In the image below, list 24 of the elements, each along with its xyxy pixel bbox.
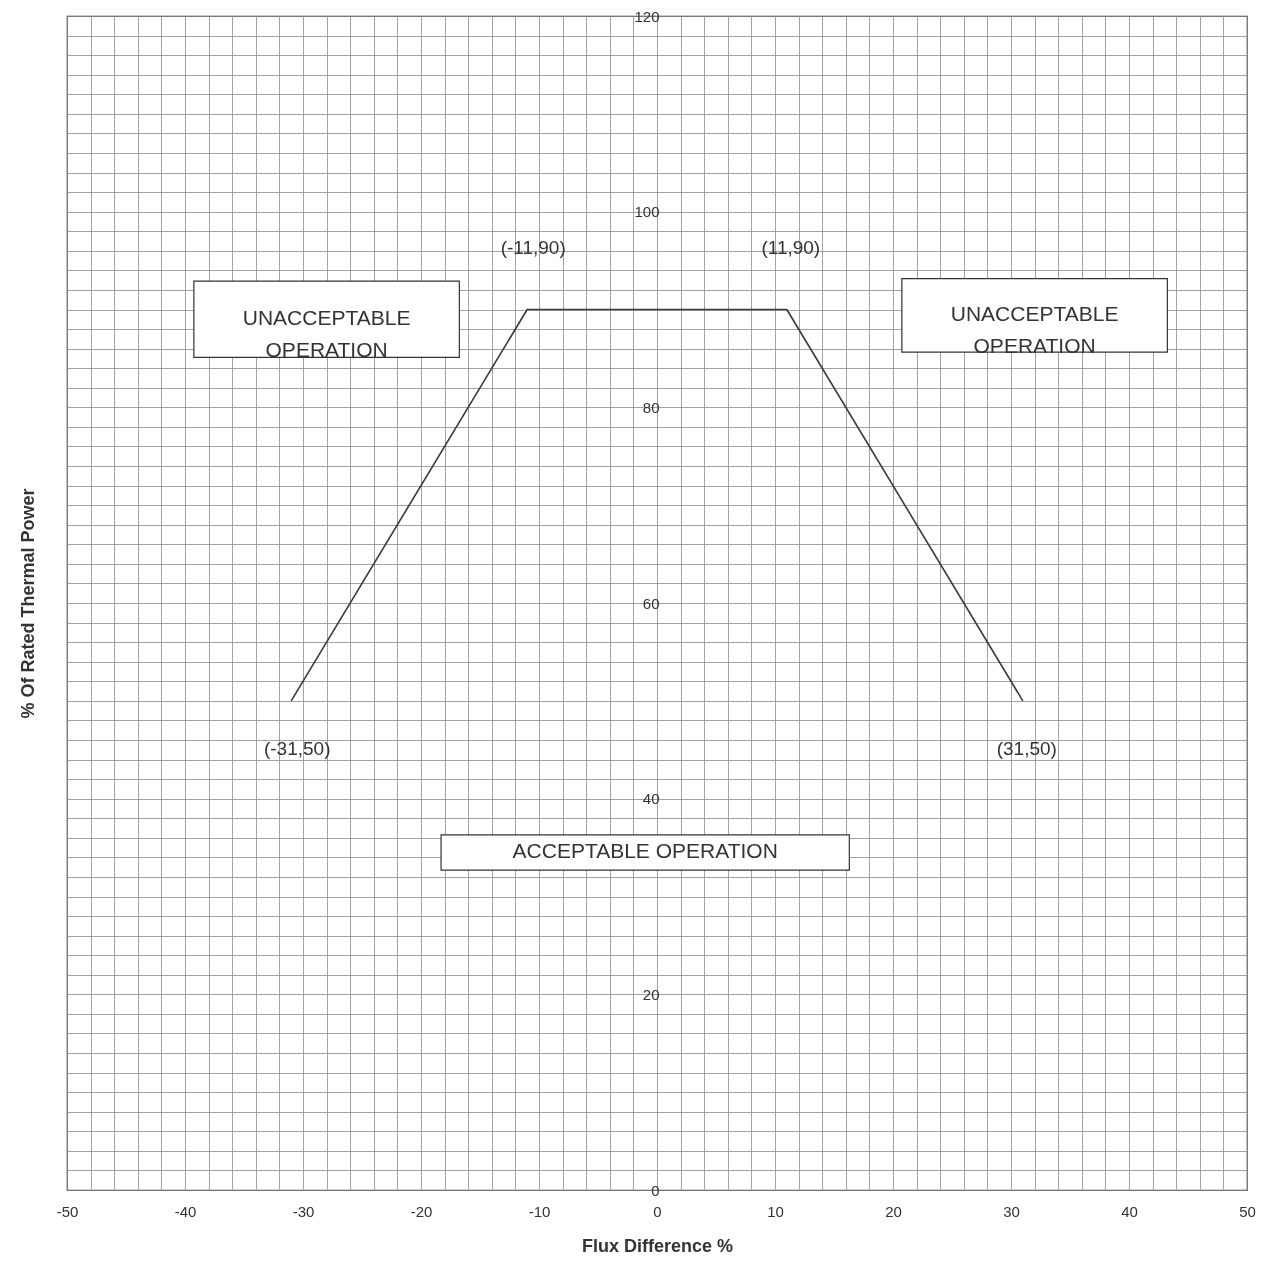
- x-tick-label: 30: [1003, 1202, 1020, 1220]
- x-tick-label: 40: [1121, 1202, 1138, 1220]
- x-tick-label: 10: [767, 1202, 784, 1220]
- y-tick-label: 60: [642, 594, 660, 612]
- y-tick-label: 80: [642, 398, 660, 416]
- y-axis-title: % Of Rated Thermal Power: [17, 488, 38, 719]
- x-tick-label: -40: [174, 1202, 197, 1220]
- x-tick-label: -50: [56, 1202, 79, 1220]
- x-tick-label: 50: [1239, 1202, 1256, 1220]
- x-tick-label: -30: [292, 1202, 315, 1220]
- annotation: (11,90): [761, 236, 821, 258]
- x-tick-label: -10: [528, 1202, 551, 1220]
- x-tick-label: -20: [410, 1202, 433, 1220]
- annotation: UNACCEPTABLE OPERATION: [950, 302, 1119, 358]
- x-axis-title: Flux Difference %: [581, 1235, 734, 1256]
- annotation: ACCEPTABLE OPERATION: [512, 839, 778, 863]
- annotation: (-11,90): [500, 236, 566, 258]
- y-tick-label: 100: [634, 203, 660, 221]
- annotation: (-31,50): [263, 737, 331, 759]
- y-tick-label: 40: [642, 790, 660, 808]
- annotation: (31,50): [996, 737, 1057, 759]
- x-tick-label: 20: [885, 1202, 902, 1220]
- y-tick-label: 20: [642, 985, 660, 1003]
- annotation: UNACCEPTABLE OPERATION: [242, 306, 411, 362]
